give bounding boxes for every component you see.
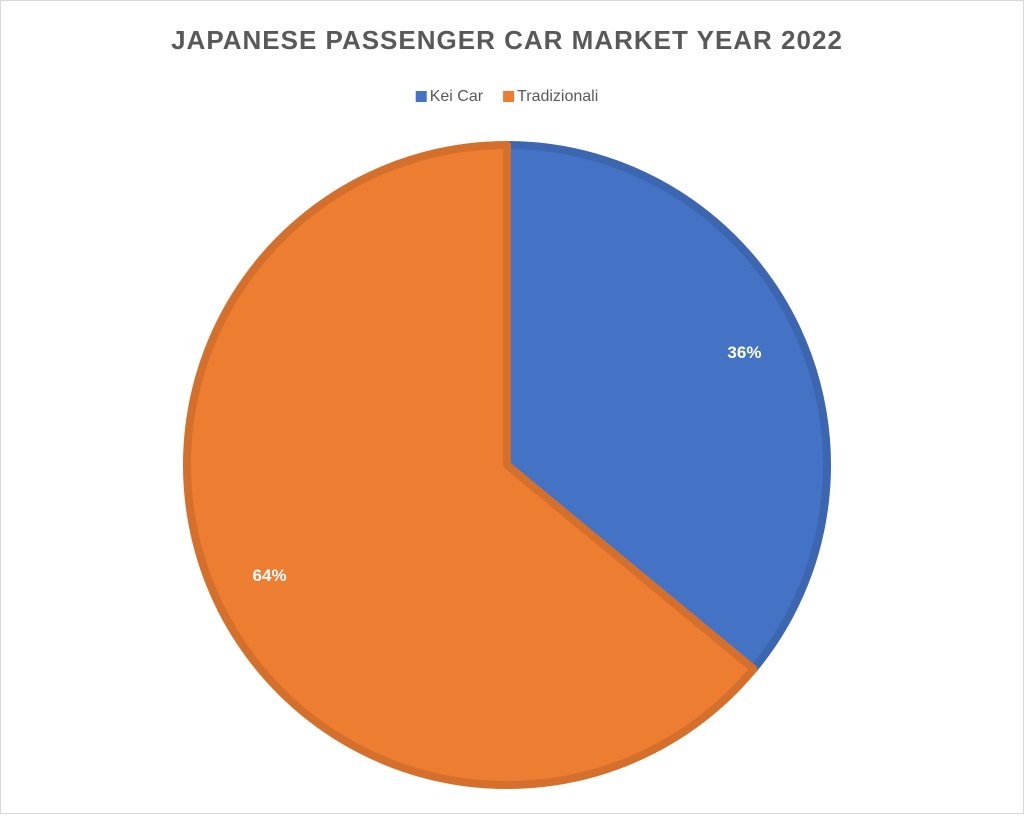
legend-swatch (503, 91, 515, 102)
legend-label: Tradizionali (517, 88, 598, 105)
legend-label: Kei Car (430, 88, 484, 105)
legend-swatch (415, 91, 427, 102)
pie-slice (503, 141, 831, 673)
pie-slice (183, 141, 758, 789)
pie-slice-edge (503, 141, 831, 673)
data-label: 64% (253, 566, 287, 585)
pie-slice-edge (183, 141, 758, 789)
data-label: 36% (727, 343, 761, 362)
chart-title: JAPANESE PASSENGER CAR MARKET YEAR 2022 (171, 25, 843, 55)
